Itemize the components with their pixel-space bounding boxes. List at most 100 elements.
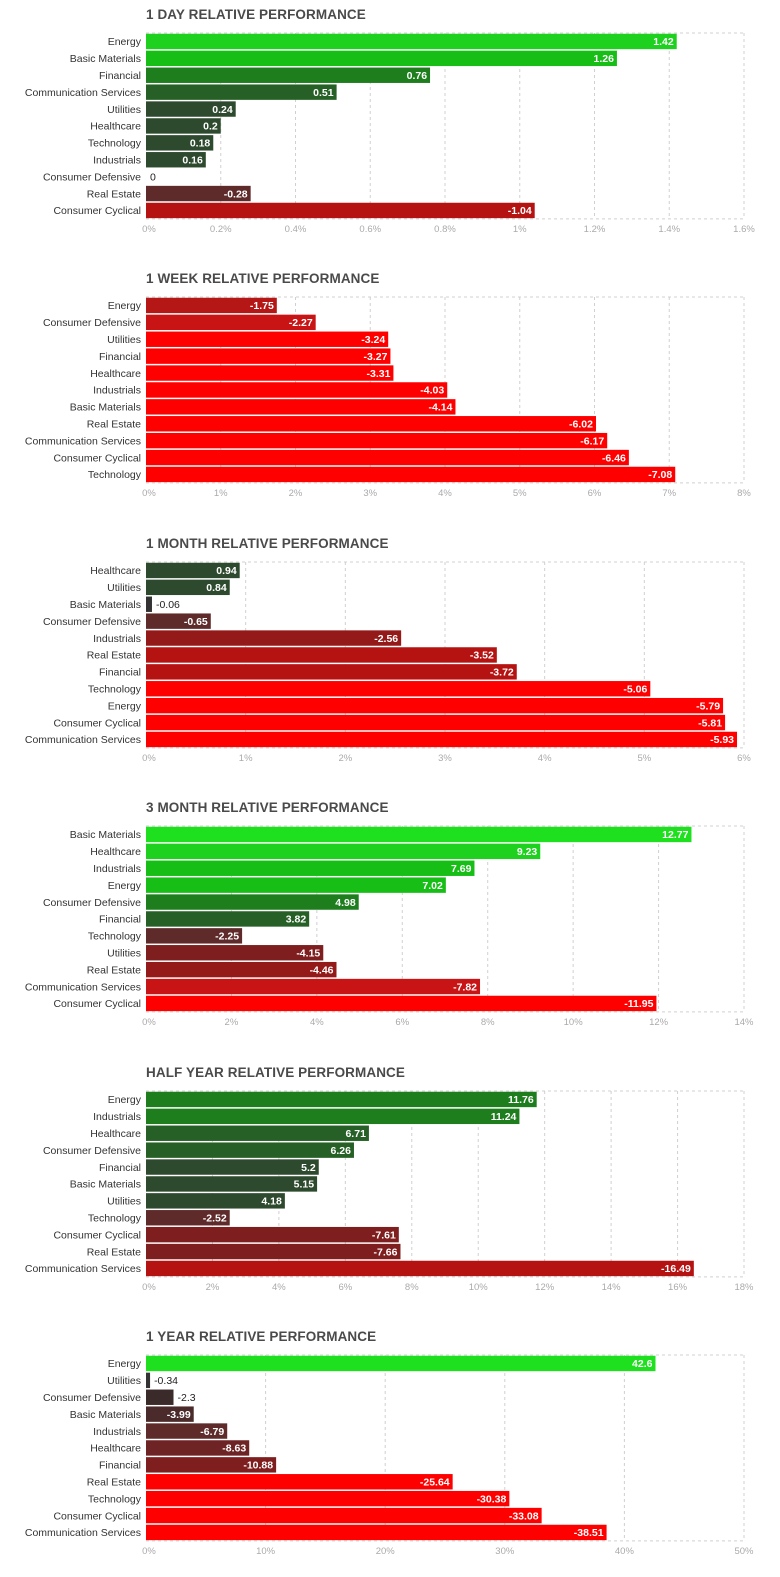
category-label: Energy [108,300,142,312]
bar-value-label: 1.42 [653,36,674,48]
bar-value-label: -6.79 [200,1426,224,1438]
category-label: Technology [88,138,142,150]
bar-value-label: -16.49 [661,1263,691,1275]
bar [146,1226,399,1243]
category-label: Consumer Cyclical [53,998,141,1010]
bar [146,1372,151,1389]
x-tick-label: 6% [737,753,751,764]
category-label: Industrials [93,1111,141,1123]
x-tick-label: 20% [376,1546,396,1557]
category-label: Energy [108,700,142,712]
bar-value-label: 0.94 [216,565,237,577]
bar [146,826,692,843]
chart-title: 1 YEAR RELATIVE PERFORMANCE [146,1329,377,1344]
bar [146,331,389,347]
x-tick-label: 50% [734,1546,754,1557]
x-tick-label: 10% [469,1282,489,1293]
chart-title: 3 MONTH RELATIVE PERFORMANCE [146,800,389,815]
bar [146,630,402,646]
category-label: Technology [88,683,142,695]
x-tick-label: 14% [734,1017,754,1028]
category-label: Healthcare [90,1128,141,1140]
bar-chart-1-day: 0% 0.2% 0.4% 0.6% 0.8% 1% 1.2% 1.4% 1.6% Energy 1.… [25,32,755,235]
chart-panel-1-day: 1 DAY RELATIVE PERFORMANCE 0% 0.2% 0.4% 0.6… [0,7,780,247]
bar [146,50,617,67]
category-label: Financial [99,351,141,363]
bar [146,714,726,731]
bar [146,1490,510,1507]
bar-chart-1-year: 0% 10% 20% 30% 40% 50% Energy 42.6 Utilities -0.3… [25,1354,754,1557]
bar [146,894,359,910]
bar [146,466,676,483]
bar [146,297,277,314]
bar-value-label: -2.25 [215,931,239,943]
bar [146,84,337,100]
bar [146,613,211,629]
bar [146,596,152,612]
x-tick-label: 6% [338,1282,352,1293]
x-tick-label: 2% [338,753,352,764]
category-label: Financial [99,1460,141,1472]
bar [146,1406,194,1422]
category-label: Energy [108,880,142,892]
category-label: Communication Services [25,1263,141,1275]
bar-value-label: -4.14 [429,402,453,414]
bar-value-label: -6.02 [569,418,593,430]
category-label: Real Estate [87,964,141,976]
bar-value-label: -7.66 [374,1246,398,1258]
x-tick-label: 5% [513,488,527,499]
bar [146,1474,453,1490]
bar-value-label: 0.76 [407,70,428,82]
bar-value-label: -10.88 [243,1460,273,1472]
category-label: Industrials [93,633,141,645]
bar [146,1389,174,1405]
category-label: Financial [99,1162,141,1174]
category-label: Utilities [107,1375,141,1387]
category-label: Communication Services [25,435,141,447]
bar [146,843,541,860]
x-tick-label: 10% [256,1546,276,1557]
bar-value-label: -5.06 [623,683,647,695]
x-tick-label: 1.6% [733,224,755,235]
category-label: Consumer Defensive [43,616,141,628]
bar-value-label: -4.15 [296,947,320,959]
category-label: Real Estate [87,1246,141,1258]
bar [146,1091,537,1108]
category-label: Energy [108,36,142,48]
category-label: Basic Materials [70,402,141,414]
bar-value-label: -7.82 [453,981,477,993]
x-tick-label: 12% [535,1282,555,1293]
bar [146,995,657,1012]
bar-value-label: -4.03 [420,385,444,397]
bar [146,314,316,331]
category-label: Healthcare [90,1443,141,1455]
x-tick-label: 3% [363,488,377,499]
bar [146,399,456,415]
bar-value-label: -38.51 [574,1527,604,1539]
category-label: Utilities [107,334,141,346]
bar-value-label: -2.27 [289,317,313,329]
bar-value-label: 0.84 [206,582,227,594]
category-label: Consumer Cyclical [53,1229,141,1241]
category-label: Basic Materials [70,53,141,65]
bar-value-label: 0.51 [313,87,334,99]
category-label: Energy [108,1094,142,1106]
bar-value-label: -6.46 [602,452,626,464]
bar-value-label: 6.71 [345,1128,366,1140]
bar-value-label: 5.15 [294,1179,315,1191]
bar-value-label: 0.16 [182,154,203,166]
category-label: Utilities [107,582,141,594]
bar-value-label: -4.46 [310,964,334,976]
bar-value-label: -3.31 [366,368,390,380]
bar [146,1355,656,1372]
bar [146,152,206,168]
x-tick-label: 0.2% [210,224,232,235]
bar-value-label: 7.69 [451,863,472,875]
chart-panel-3-month: 3 MONTH RELATIVE PERFORMANCE 0% 2% 4% 6% 8% 1… [0,800,780,1040]
x-tick-label: 1% [513,224,527,235]
bar-value-label: 7.02 [422,880,443,892]
category-label: Consumer Defensive [43,897,141,909]
x-tick-label: 1% [214,488,228,499]
bar-value-label: -25.64 [420,1476,450,1488]
x-tick-label: 0% [142,1546,156,1557]
